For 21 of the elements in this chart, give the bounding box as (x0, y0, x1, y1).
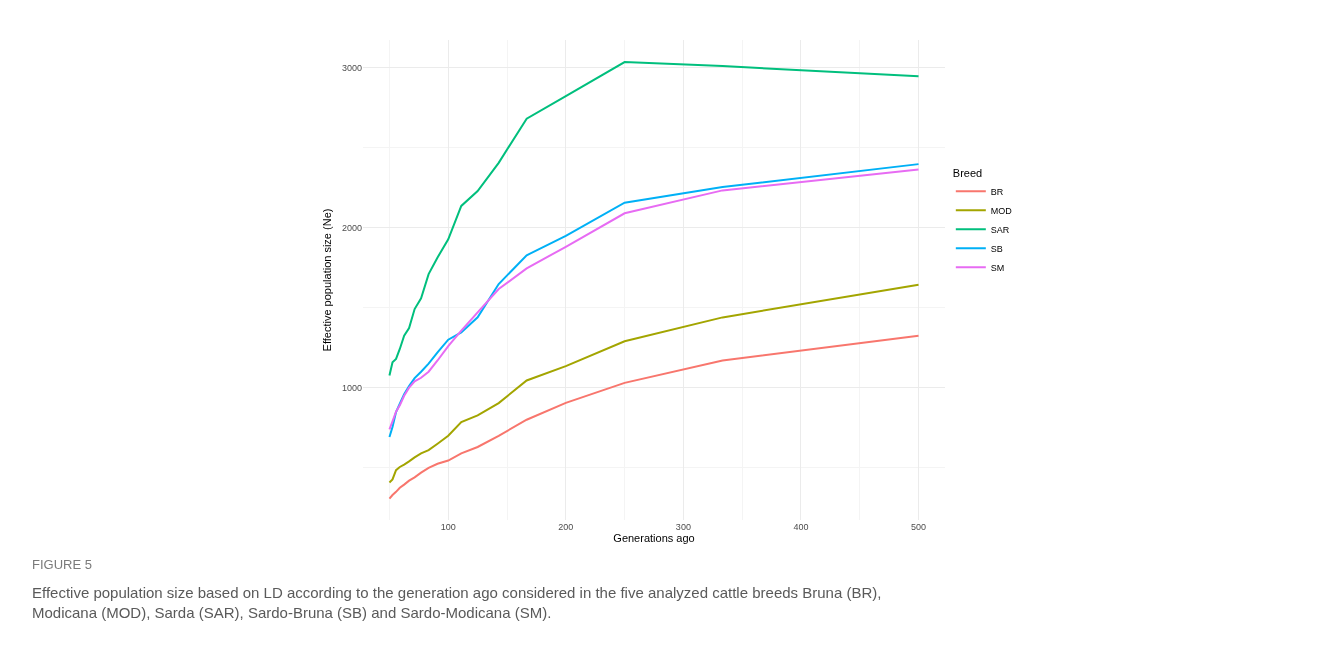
x-tick-label: 500 (911, 522, 927, 532)
legend-label: SB (990, 243, 1003, 254)
line-series (388, 283, 920, 484)
y-tick-label: 1000 (341, 382, 362, 393)
x-tick-label: 400 (793, 522, 809, 532)
caption: FIGURE 5 (32, 557, 92, 572)
y-axis-title: Effective population size (Ne) (320, 208, 333, 352)
legend-label: BR (990, 186, 1004, 197)
legend-label: SM (990, 262, 1005, 273)
y-tick-label: 2000 (341, 222, 362, 233)
x-axis-title: Generations ago (613, 532, 695, 544)
y-tick-label: 3000 (341, 62, 362, 73)
x-tick-label: 100 (440, 522, 456, 532)
line-series (388, 61, 920, 377)
legend-label: MOD (990, 205, 1013, 216)
legend-title: Breed (952, 166, 983, 179)
x-tick-label: 200 (558, 522, 574, 532)
line-series (388, 334, 920, 500)
legend-label: SAR (990, 224, 1010, 235)
x-tick-label: 300 (675, 522, 691, 532)
text: Effective population size based on LD according to the generation ago considered in the five analyzed cattle breeds Bruna (BR), Modicana (MOD), Sarda (SAR), Sardo-Bruna (SB) and Sardo-Modicana (SM). (32, 584, 882, 621)
